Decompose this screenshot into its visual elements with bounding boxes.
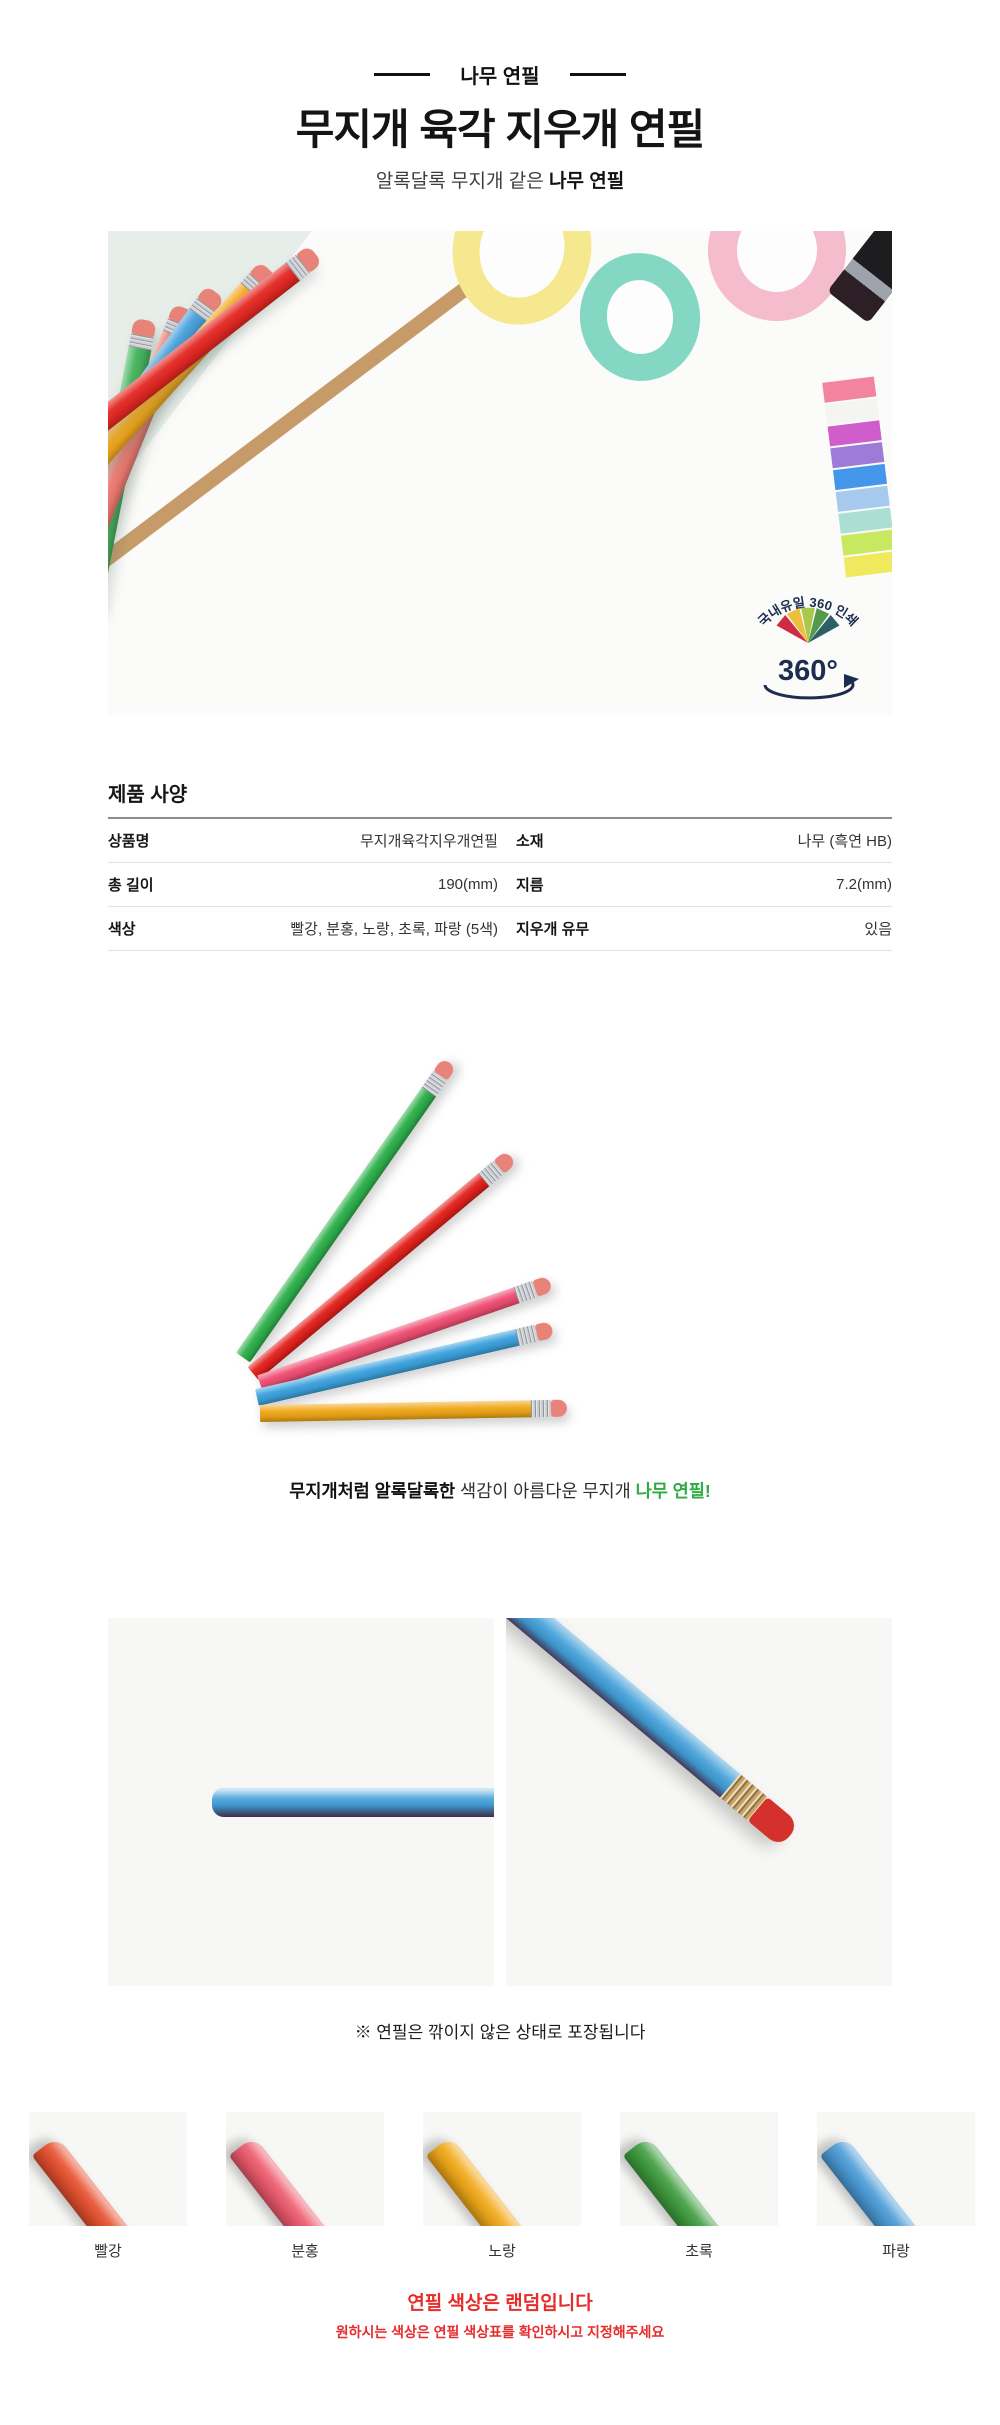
swatch-photo: [226, 2112, 384, 2226]
packaging-note: ※ 연필은 깎이지 않은 상태로 포장됩니다: [354, 2023, 646, 2042]
caption-regular: 색감이 아름다운 무지개: [455, 1481, 636, 1501]
spec-row: 상품명 무지개육각지우개연필 소재 나무 (흑연 HB): [108, 819, 892, 863]
swatch-label: 노랑: [488, 2243, 516, 2260]
swatch-label: 초록: [685, 2243, 713, 2260]
spec-row: 총 길이 190(mm) 지름 7.2(mm): [108, 863, 892, 907]
color-swatch-yellow: 노랑: [423, 2112, 581, 2261]
swatch-pencil: [819, 2136, 975, 2226]
eyebrow-left-dash: [374, 73, 431, 76]
swatch-label: 파랑: [882, 2243, 910, 2260]
spec-value: 나무 (흑연 HB): [797, 833, 892, 850]
pencil-eraser: [550, 1399, 568, 1417]
badge-fan-wedge: [808, 608, 830, 643]
fan-pencil-yellow: [259, 1399, 568, 1422]
pencil-body: [259, 1400, 532, 1422]
badge-360-print: 국내유일 360 인쇄 360°: [755, 595, 861, 700]
spec-label: 색상: [108, 921, 136, 938]
pencil-sheen: [31, 2136, 187, 2226]
specs-heading: 제품 사양: [108, 784, 188, 806]
swatch-photo: [423, 2112, 581, 2226]
spec-label: 지름: [516, 877, 544, 894]
spec-row: 색상 빨강, 분홍, 노랑, 초록, 파랑 (5색) 지우개 유무 있음: [108, 907, 892, 951]
pencil-ferrule: [515, 1324, 539, 1346]
pencil-sheen: [622, 2136, 778, 2226]
swatch-photo: [620, 2112, 778, 2226]
spec-value: 190(mm): [437, 876, 498, 893]
spec-value: 있음: [864, 921, 892, 938]
specs-table: 상품명 무지개육각지우개연필 소재 나무 (흑연 HB) 총 길이 190(mm…: [108, 817, 892, 951]
badge-degree-text: 360°: [778, 655, 838, 687]
pencil-body: [236, 1087, 436, 1363]
spec-label: 소재: [516, 833, 544, 850]
pencil-ferrule: [530, 1399, 552, 1418]
color-swatch-pink: 분홍: [226, 2112, 384, 2261]
pencil-body: [506, 1618, 740, 1798]
spec-value: 7.2(mm): [836, 876, 892, 893]
caption-highlight: 나무 연필!: [635, 1481, 711, 1501]
closeup-photo-unsharpened-tip: [108, 1618, 494, 1986]
badge-rotation-arrow: [763, 679, 855, 700]
color-swatch-blue: 파랑: [817, 2112, 975, 2261]
closeup-pencil-diagonal: [506, 1618, 800, 1848]
swatch-pencil: [228, 2136, 384, 2226]
caption-bold: 무지개처럼 알록달록한: [289, 1481, 456, 1501]
page-subtitle: 알록달록 무지개 같은 나무 연필: [0, 166, 1000, 193]
swatch-pencil: [31, 2136, 187, 2226]
category-eyebrow: 나무 연필: [0, 60, 1000, 89]
closeup-pencil-horizontal: [212, 1788, 494, 1817]
color-swatch-red: 빨강: [29, 2112, 187, 2261]
swatch-photo: [29, 2112, 187, 2226]
pencil-sheen: [425, 2136, 581, 2226]
eyebrow-right-dash: [569, 73, 626, 76]
eyebrow-label: 나무 연필: [460, 66, 540, 88]
spec-label: 지우개 유무: [516, 921, 590, 938]
fan-caption: 무지개처럼 알록달록한 색감이 아름다운 무지개 나무 연필!: [0, 1478, 1000, 1503]
page-title: 무지개 육각 지우개 연필: [295, 106, 705, 153]
pencil-sheen: [228, 2136, 384, 2226]
swatch-pencil: [622, 2136, 778, 2226]
fan-pencil-green: [236, 1057, 457, 1363]
subtitle-regular: 알록달록 무지개 같은: [375, 171, 549, 192]
swatch-label: 빨강: [94, 2243, 122, 2260]
color-swatch-green: 초록: [620, 2112, 778, 2261]
swatch-label: 분홍: [291, 2243, 319, 2260]
random-color-notice-subtitle: 원하시는 색상은 연필 색상표를 확인하시고 지정해주세요: [335, 2324, 665, 2340]
color-swatch-row: 빨강 분홍 노랑 초록 파랑: [29, 2112, 976, 2261]
spec-value: 빨강, 분홍, 노랑, 초록, 파랑 (5색): [290, 921, 498, 938]
closeup-photo-eraser-end: [506, 1618, 892, 1986]
badge-fan-wedge: [786, 608, 808, 643]
badge-fan-wedge: [776, 615, 808, 643]
spec-value: 무지개육각지우개연필: [359, 833, 498, 850]
swatch-pencil: [425, 2136, 581, 2226]
subtitle-bold: 나무 연필: [548, 171, 625, 192]
random-color-notice-title: 연필 색상은 랜덤입니다: [407, 2293, 593, 2314]
pencil-sheen: [212, 1788, 494, 1817]
spec-label: 상품명: [108, 833, 150, 850]
hero-product-photo: 국내유일 360 인쇄 360°: [108, 231, 892, 715]
badge-fan-wedge: [808, 615, 840, 643]
spec-label: 총 길이: [108, 877, 154, 894]
badge-fan-wedge: [801, 607, 815, 643]
swatch-photo: [817, 2112, 975, 2226]
pencil-sheen: [819, 2136, 975, 2226]
badge-arrow-head: [844, 674, 859, 688]
